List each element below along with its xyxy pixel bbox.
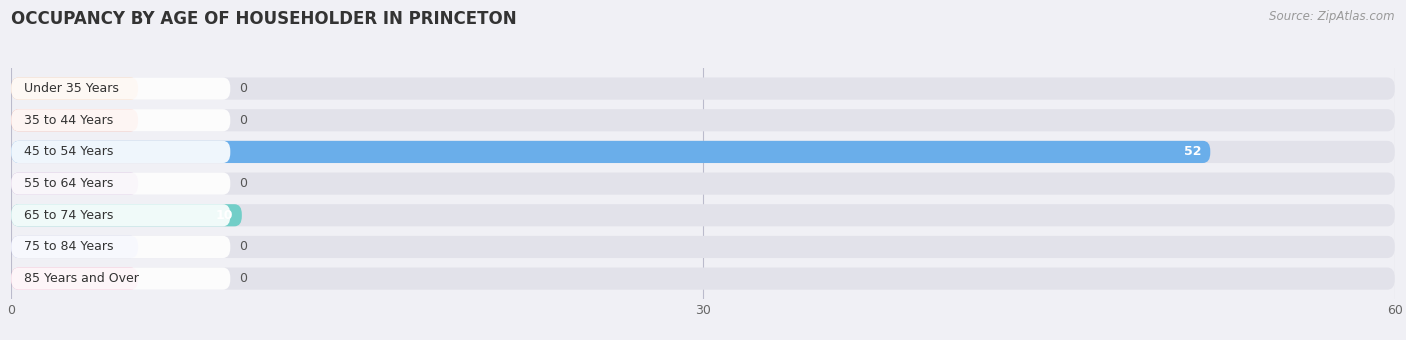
FancyBboxPatch shape: [11, 109, 231, 131]
FancyBboxPatch shape: [11, 268, 1395, 290]
Text: 10: 10: [215, 209, 232, 222]
FancyBboxPatch shape: [11, 109, 1395, 131]
FancyBboxPatch shape: [11, 141, 1395, 163]
FancyBboxPatch shape: [11, 141, 231, 163]
FancyBboxPatch shape: [11, 268, 138, 290]
Text: 0: 0: [239, 272, 247, 285]
FancyBboxPatch shape: [11, 78, 138, 100]
Text: 0: 0: [239, 240, 247, 253]
FancyBboxPatch shape: [11, 109, 138, 131]
Text: 45 to 54 Years: 45 to 54 Years: [24, 146, 114, 158]
FancyBboxPatch shape: [11, 204, 231, 226]
Text: Source: ZipAtlas.com: Source: ZipAtlas.com: [1270, 10, 1395, 23]
FancyBboxPatch shape: [11, 204, 242, 226]
Text: 65 to 74 Years: 65 to 74 Years: [24, 209, 114, 222]
Text: 35 to 44 Years: 35 to 44 Years: [24, 114, 112, 127]
Text: 0: 0: [239, 114, 247, 127]
FancyBboxPatch shape: [11, 236, 138, 258]
FancyBboxPatch shape: [11, 204, 1395, 226]
FancyBboxPatch shape: [11, 172, 231, 195]
FancyBboxPatch shape: [11, 268, 231, 290]
FancyBboxPatch shape: [11, 172, 1395, 195]
FancyBboxPatch shape: [11, 236, 231, 258]
Text: 0: 0: [239, 82, 247, 95]
FancyBboxPatch shape: [11, 78, 1395, 100]
FancyBboxPatch shape: [11, 141, 1211, 163]
Text: 75 to 84 Years: 75 to 84 Years: [24, 240, 114, 253]
FancyBboxPatch shape: [11, 78, 231, 100]
Text: 85 Years and Over: 85 Years and Over: [24, 272, 139, 285]
Text: 55 to 64 Years: 55 to 64 Years: [24, 177, 114, 190]
Text: 52: 52: [1184, 146, 1201, 158]
FancyBboxPatch shape: [11, 236, 1395, 258]
Text: OCCUPANCY BY AGE OF HOUSEHOLDER IN PRINCETON: OCCUPANCY BY AGE OF HOUSEHOLDER IN PRINC…: [11, 10, 517, 28]
Text: 0: 0: [239, 177, 247, 190]
FancyBboxPatch shape: [11, 172, 138, 195]
Text: Under 35 Years: Under 35 Years: [24, 82, 118, 95]
